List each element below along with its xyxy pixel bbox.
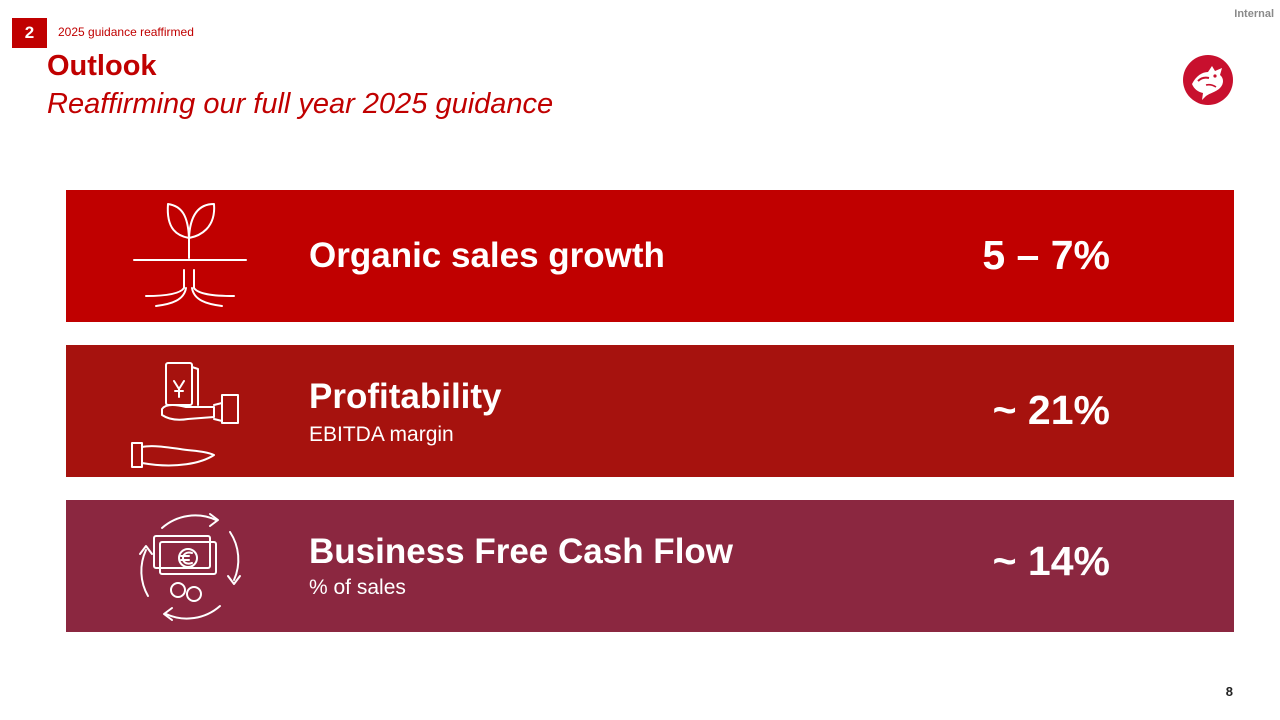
guidance-panel-organic-growth: Organic sales growth 5 – 7% bbox=[66, 190, 1234, 322]
panel-heading: Organic sales growth bbox=[309, 236, 665, 275]
panel-value: 5 – 7% bbox=[982, 232, 1110, 278]
hand-money-icon bbox=[131, 362, 239, 468]
panel-subheading: % of sales bbox=[309, 576, 406, 599]
section-badge: 2 bbox=[12, 18, 47, 48]
cash-cycle-icon bbox=[139, 513, 241, 621]
classification-label: Internal bbox=[1234, 8, 1274, 20]
panel-heading: Business Free Cash Flow bbox=[309, 532, 734, 571]
panel-heading: Profitability bbox=[309, 377, 502, 416]
page-title: Outlook bbox=[47, 50, 157, 82]
guidance-panel-free-cash-flow: Business Free Cash Flow % of sales ~ 14% bbox=[66, 500, 1234, 632]
dragon-logo-icon bbox=[1183, 55, 1233, 105]
section-label: 2025 guidance reaffirmed bbox=[58, 25, 194, 39]
page-number: 8 bbox=[1225, 684, 1233, 699]
guidance-panel-profitability: Profitability EBITDA margin ~ 21% bbox=[66, 345, 1234, 477]
sprout-icon bbox=[133, 203, 247, 307]
panel-value: ~ 14% bbox=[992, 538, 1110, 584]
panel-subheading: EBITDA margin bbox=[309, 423, 454, 446]
page-subtitle: Reaffirming our full year 2025 guidance bbox=[47, 88, 554, 120]
panel-value: ~ 21% bbox=[992, 387, 1110, 433]
